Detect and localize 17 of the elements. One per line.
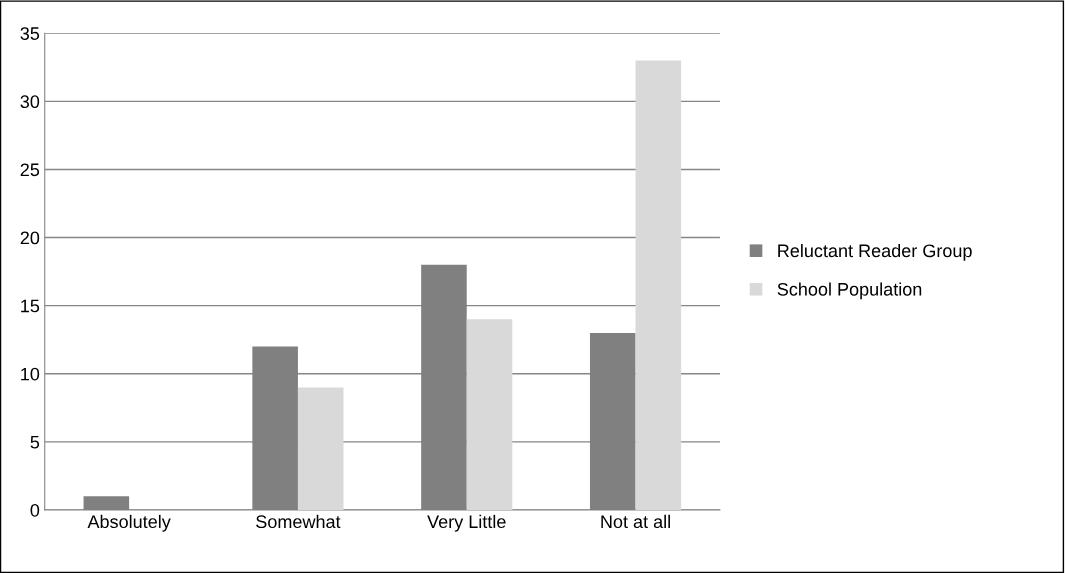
- bar: [635, 60, 682, 510]
- bar: [466, 319, 513, 510]
- y-tick-label: 10: [21, 367, 40, 381]
- y-tick-label: 15: [21, 299, 40, 313]
- x-tick-label: Very Little: [427, 514, 506, 532]
- x-tick-label: Somewhat: [256, 514, 341, 529]
- legend-label: School Population: [777, 282, 922, 300]
- y-tick-label: 20: [20, 231, 40, 245]
- x-tick-label: Absolutely: [87, 514, 171, 532]
- legend-label: Reluctant Reader Group: [778, 243, 972, 261]
- y-tick-label: 25: [20, 163, 40, 177]
- x-tick-label: Not at all: [601, 514, 670, 529]
- y-tick-label: 35: [20, 27, 40, 40]
- bar: [297, 387, 344, 510]
- y-tick-label: 0: [30, 503, 40, 517]
- y-tick-label: 30: [20, 95, 40, 109]
- y-tick-label: 5: [30, 435, 40, 449]
